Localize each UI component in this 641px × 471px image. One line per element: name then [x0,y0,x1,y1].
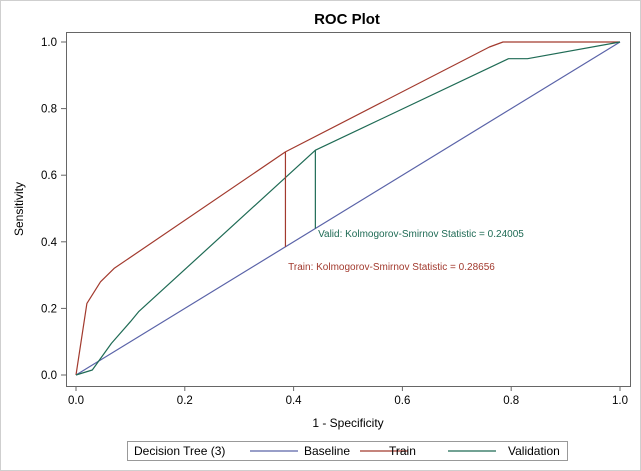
x-tick-label: 0.6 [394,395,410,407]
y-axis: 0.0 0.2 0.4 0.6 0.8 1.0 [41,37,66,382]
x-tick-label: 0.0 [68,395,84,407]
series-lines [75,41,621,376]
y-tick-label: 0.6 [41,170,57,182]
x-tick-label: 0.8 [503,395,519,407]
legend-label-baseline: Baseline [304,444,350,458]
train-series-line [75,41,620,376]
validation-series-line [75,41,621,376]
valid-ks-annotation: Valid: Kolmogorov-Smirnov Statistic = 0.… [318,229,524,240]
y-tick-label: 0.4 [41,237,58,249]
y-tick-label: 0.2 [41,303,57,315]
baseline-series-line [75,41,621,376]
legend-items: Baseline Train Validation [250,444,560,458]
legend-label-validation: Validation [508,444,560,458]
plot-area [66,32,631,387]
x-axis-label: 1 - Specificity [312,416,383,430]
x-tick-label: 1.0 [612,395,628,407]
legend-label-train: Train [389,444,416,458]
x-tick-label: 0.2 [177,395,193,407]
y-axis-label: Sensitivity [12,182,26,236]
legend-title: Decision Tree (3) [134,444,225,458]
legend: Decision Tree (3) Baseline Train Validatio… [127,441,568,461]
train-ks-annotation: Train: Kolmogorov-Smirnov Statistic = 0.… [288,262,495,273]
x-axis: 0.0 0.2 0.4 0.6 0.8 1.0 [68,386,628,407]
ks-statistic-lines [284,150,316,247]
y-tick-label: 0.8 [41,104,57,116]
y-tick-label: 1.0 [41,37,57,49]
annotations: Valid: Kolmogorov-Smirnov Statistic = 0.… [288,229,524,273]
legend-box [127,441,568,461]
y-tick-label: 0.0 [41,370,57,382]
x-tick-label: 0.4 [286,395,303,407]
chart-title: ROC Plot [314,11,380,28]
